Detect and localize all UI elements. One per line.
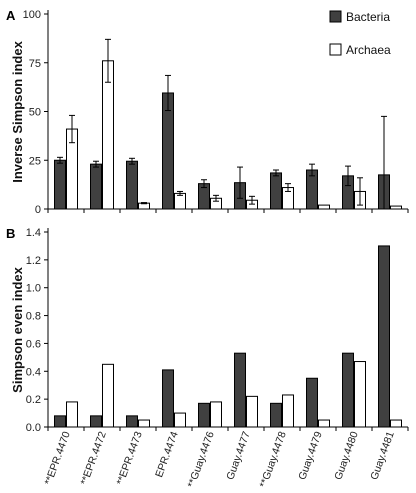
y-tick-label: 0.2: [26, 394, 41, 406]
bar-archaea-5: [210, 401, 222, 428]
panel-a-y-axis-title: Inverse Simpson index: [10, 40, 25, 182]
y-tick-label: 0.6: [26, 338, 41, 350]
y-tick-label: 0.0: [26, 422, 41, 434]
panel-b: B Simpson even index 0.0 0.2 0.4 0.6 0.8 1.0 1…: [6, 226, 409, 489]
y-tick-label: 0.8: [26, 311, 41, 323]
category-label: **EPR.4472: [78, 430, 108, 487]
legend-swatch-bacteria: [329, 10, 342, 23]
y-tick-label: 0: [35, 204, 41, 216]
legend-label-archaea: Archaea: [346, 43, 391, 57]
bar-archaea-10: [390, 419, 402, 428]
bar-bacteria-7: [270, 172, 282, 210]
bar-archaea-8: [318, 419, 330, 428]
category-label: Guay.4481: [368, 430, 397, 482]
bar-bacteria-7: [270, 402, 282, 428]
category-label: Guay.4480: [332, 430, 361, 482]
bar-archaea-2: [102, 363, 114, 428]
bar-bacteria-5: [198, 402, 210, 428]
panel-b-axes: [47, 228, 409, 431]
panel-a-y-ticks: 0 25 50 75 100: [23, 9, 48, 216]
category-label: **Guay.4478: [257, 430, 288, 489]
bar-bacteria-10: [378, 245, 390, 428]
category-label: **EPR.4473: [114, 430, 144, 487]
y-tick-label: 1.2: [26, 255, 41, 267]
y-tick-label: 1.4: [26, 227, 41, 239]
panel-a-bars: [54, 38, 402, 210]
panel-b-y-ticks: 0.0 0.2 0.4 0.6 0.8 1.0 1.2 1.4: [26, 227, 48, 434]
category-label: Guay.4477: [224, 430, 253, 482]
bar-archaea-7: [282, 394, 294, 428]
y-tick-label: 1.0: [26, 283, 41, 295]
bar-archaea-1: [66, 401, 78, 428]
bar-archaea-6: [246, 395, 258, 428]
legend-swatch-archaea: [329, 43, 342, 56]
legend-label-bacteria: Bacteria: [346, 10, 390, 24]
bar-archaea-4: [174, 412, 186, 428]
bar-bacteria-9: [342, 352, 354, 428]
panel-b-y-axis-title: Simpson even index: [10, 266, 25, 392]
y-tick-label: 50: [29, 107, 41, 119]
bar-bacteria-4: [162, 369, 174, 428]
bar-archaea-8: [318, 204, 330, 210]
y-tick-label: 25: [29, 155, 41, 167]
y-tick-label: 100: [23, 9, 41, 21]
bar-bacteria-1: [54, 415, 66, 428]
panel-a: A Inverse Simpson index 0 25 50 75 100 Bacte…: [6, 8, 409, 216]
bar-archaea-2: [102, 60, 114, 210]
category-label: **Guay.4476: [185, 430, 216, 489]
bar-bacteria-2: [90, 415, 102, 428]
category-labels: **EPR.4470 **EPR.4472 **EPR.4473 EPR.4474 **…: [42, 430, 397, 489]
bar-bacteria-3: [126, 160, 138, 210]
bar-bacteria-3: [126, 415, 138, 428]
bar-archaea-9: [354, 361, 366, 428]
panel-b-letter: B: [6, 226, 15, 241]
panel-a-letter: A: [6, 8, 16, 23]
bar-archaea-3: [138, 419, 150, 428]
bar-bacteria-8: [306, 377, 318, 428]
y-tick-label: 0.4: [26, 366, 41, 378]
bar-bacteria-6: [234, 352, 246, 428]
category-label: Guay.4479: [296, 430, 325, 482]
category-label: EPR.4474: [153, 430, 181, 479]
y-tick-label: 75: [29, 58, 41, 70]
panel-b-bars: [54, 245, 402, 428]
bar-bacteria-2: [90, 163, 102, 210]
category-label: **EPR.4470: [42, 430, 72, 487]
panel-a-axes: [47, 10, 409, 213]
legend: Bacteria Archaea: [329, 10, 391, 57]
bar-bacteria-1: [54, 159, 66, 210]
